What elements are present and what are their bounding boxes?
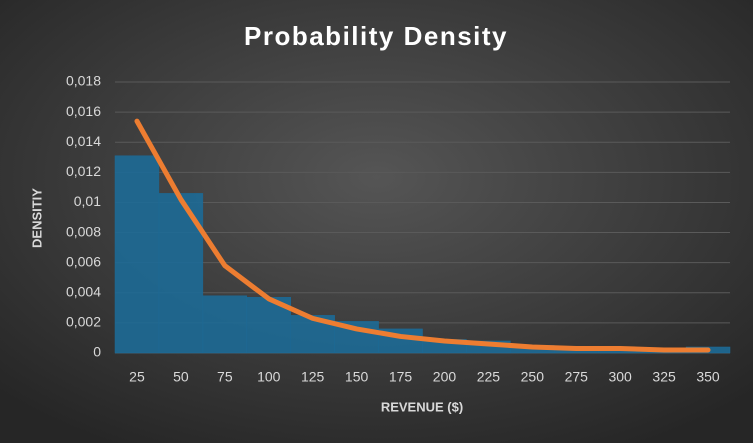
x-tick-label: 300 xyxy=(608,369,632,385)
y-tick-label: 0,014 xyxy=(66,133,101,149)
x-tick-label: 275 xyxy=(565,369,589,385)
y-tick-label: 0,012 xyxy=(66,163,101,179)
x-tick-label: 350 xyxy=(696,369,720,385)
x-tick-label: 150 xyxy=(345,369,369,385)
x-tick-label: 175 xyxy=(389,369,413,385)
x-tick-label: 325 xyxy=(652,369,676,385)
y-tick-label: 0,016 xyxy=(66,103,101,119)
bar xyxy=(158,193,204,354)
line xyxy=(134,118,711,353)
y-axis-title: DENSITIY xyxy=(29,188,44,248)
bar xyxy=(202,295,248,354)
x-tick-label: 25 xyxy=(129,369,145,385)
y-tick-label: 0,002 xyxy=(66,314,101,330)
bar xyxy=(114,155,160,354)
chart-title: Probability Density xyxy=(244,21,508,51)
y-tick-label: 0 xyxy=(93,344,101,360)
x-tick-label: 50 xyxy=(173,369,189,385)
x-axis-title: REVENUE ($) xyxy=(381,399,463,414)
y-tick-label: 0,018 xyxy=(66,73,101,89)
y-tick-label: 0,006 xyxy=(66,253,101,269)
y-tick-label: 0,008 xyxy=(66,223,101,239)
x-tick-label: 125 xyxy=(301,369,325,385)
y-tick-label: 0,004 xyxy=(66,283,101,299)
x-tick-label: 75 xyxy=(217,369,233,385)
x-tick-label: 200 xyxy=(433,369,457,385)
x-tick-label: 225 xyxy=(477,369,501,385)
y-tick-label: 0,01 xyxy=(74,193,101,209)
x-tick-label: 100 xyxy=(257,369,281,385)
x-tick-label: 250 xyxy=(521,369,545,385)
